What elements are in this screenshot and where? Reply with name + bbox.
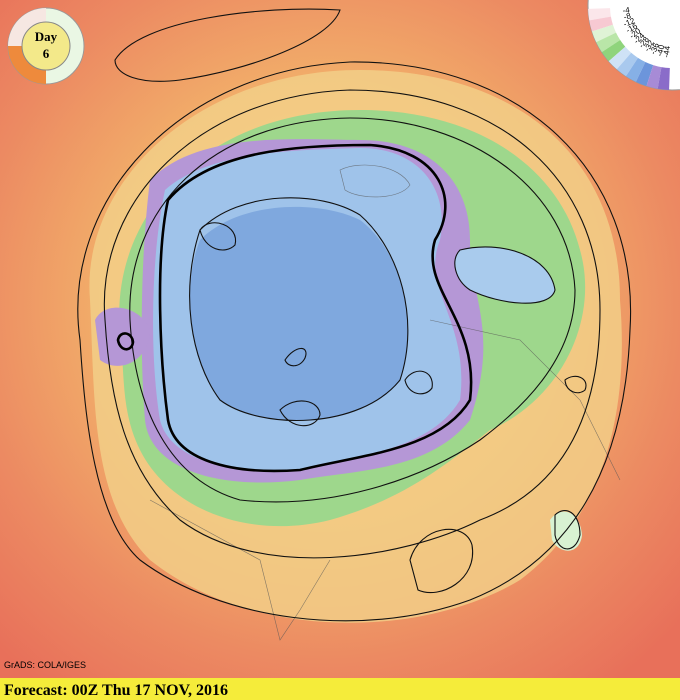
coast [149, 499, 331, 641]
dial-label: Day [35, 29, 58, 44]
credit: GrADS: COLA/IGES [4, 660, 86, 670]
legend-label: -8 [623, 11, 633, 22]
legend-swatch [601, 40, 626, 62]
blue-core [189, 206, 408, 421]
contour [114, 8, 341, 82]
contour [409, 528, 474, 594]
legend-label: -12 [622, 16, 637, 29]
greenland [339, 164, 411, 198]
contour [284, 347, 307, 367]
legend-swatch [625, 57, 646, 82]
legend-swatch [635, 61, 654, 87]
legend-label: -36 [648, 41, 661, 56]
legend-swatch [657, 67, 670, 90]
legend-swatch [596, 32, 621, 53]
contour [103, 89, 601, 559]
footer: Forecast: 00Z Thu 17 NOV, 2016 [4, 682, 228, 699]
legend: -4-8-12-16-20-24-28-32-36-40-44 [587, 0, 680, 91]
contour [199, 222, 236, 251]
day-dial: Day 6 [7, 7, 85, 85]
contour [564, 375, 587, 394]
legend-swatch [616, 52, 638, 77]
footer-bar [0, 678, 680, 700]
legend-label: -40 [655, 43, 667, 57]
legend-swatch [608, 46, 632, 70]
legend-swatch [588, 8, 611, 21]
contour [279, 400, 321, 427]
contour [129, 117, 576, 503]
legend-swatch [646, 65, 662, 89]
legend-hole [642, 0, 680, 36]
legend-swatch [591, 24, 617, 43]
contour [189, 197, 409, 421]
contour-main [158, 143, 473, 473]
contour [77, 61, 632, 622]
dial-day: 6 [43, 46, 50, 61]
dial-center [21, 21, 71, 71]
legend-label: -44 [662, 45, 672, 58]
legend-label: -4 [622, 5, 631, 15]
contour [404, 370, 433, 395]
purple-west [95, 307, 150, 366]
blue-east [454, 246, 555, 304]
contour [116, 332, 135, 351]
contour [554, 510, 581, 550]
contour [454, 246, 556, 304]
legend-swatch [589, 16, 613, 32]
